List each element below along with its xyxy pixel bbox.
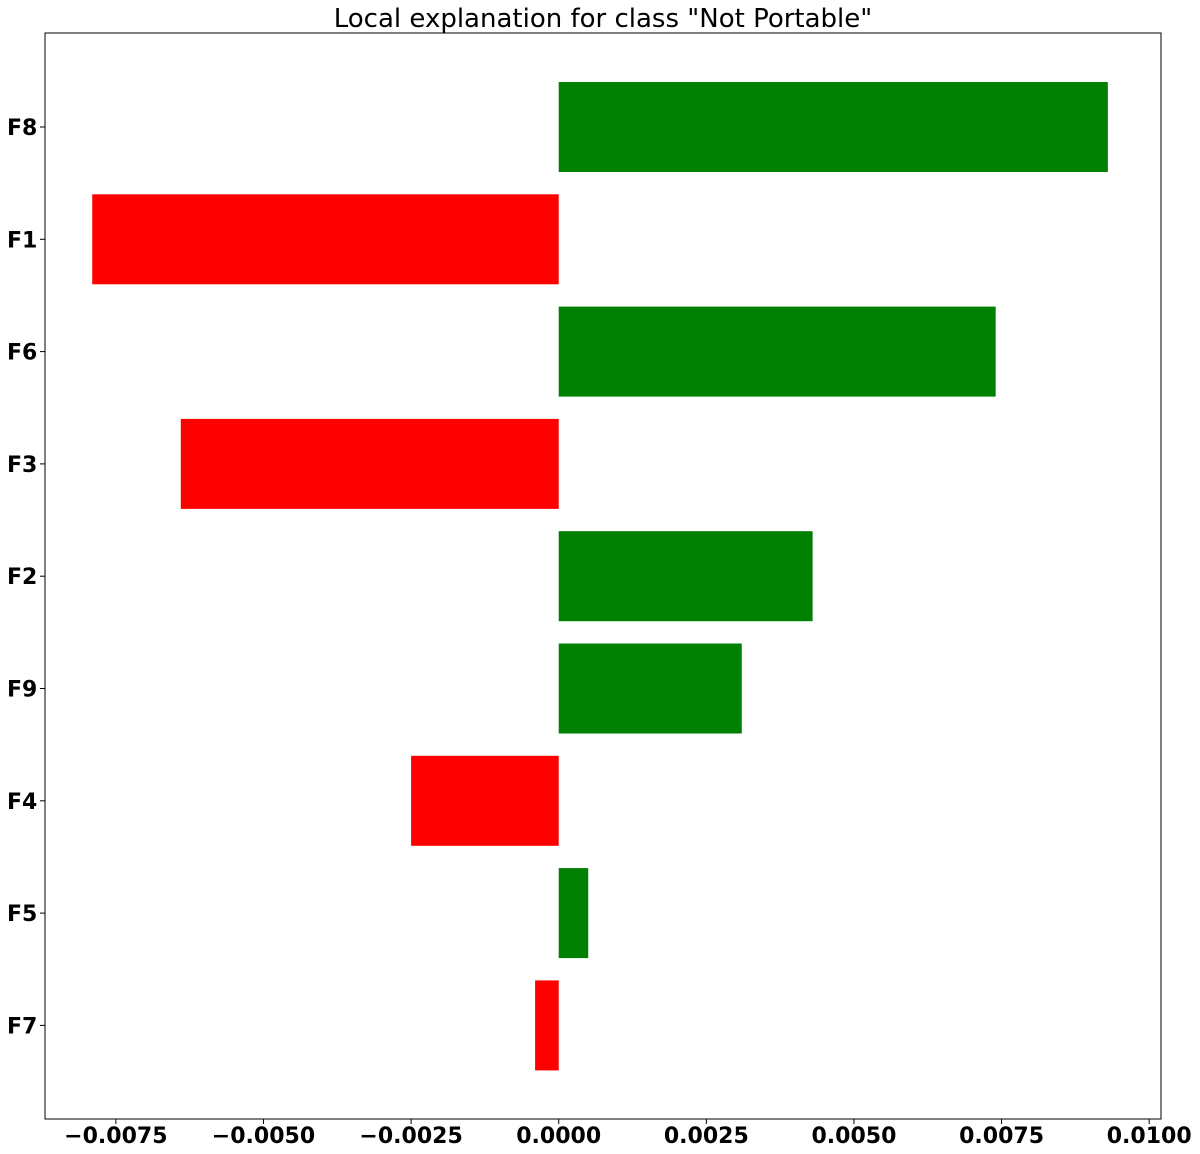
y-tick-label: F7 [7,1014,37,1039]
x-tick-label: −0.0050 [212,1124,315,1149]
bar-f3 [180,418,559,509]
x-tick-label: −0.0025 [359,1124,462,1149]
y-tick-label: F2 [7,565,37,590]
bar-f9 [558,643,742,734]
y-tick-label: F6 [7,341,37,366]
chart-title: Local explanation for class "Not Portabl… [334,4,872,34]
y-tick-label: F9 [7,678,37,703]
bar-f2 [558,531,813,622]
bar-f8 [558,82,1108,172]
x-tick-label: −0.0075 [64,1124,167,1149]
bar-f6 [558,306,996,397]
bar-f7 [535,980,559,1071]
y-tick-label: F3 [7,453,37,478]
x-tick-label: 0.0025 [664,1124,749,1149]
x-tick-label: 0.0000 [516,1124,601,1149]
x-tick-label: 0.0075 [959,1124,1044,1149]
bar-f5 [558,868,589,959]
y-tick-label: F1 [7,228,37,253]
bar-f1 [92,194,559,285]
y-tick-label: F8 [7,116,37,141]
x-tick-label: 0.0050 [811,1124,896,1149]
x-tick-label: 0.0100 [1107,1124,1192,1149]
y-axis: F8 F1 F6 F3 F2 F9 F4 F5 F7 [7,116,45,1039]
bar-f4 [411,755,559,846]
y-tick-label: F5 [7,902,37,927]
bars-layer [92,82,1108,1071]
x-axis: −0.0075 −0.0050 −0.0025 0.0000 0.0025 0.0050 0… [64,1119,1192,1149]
y-tick-label: F4 [7,790,37,815]
